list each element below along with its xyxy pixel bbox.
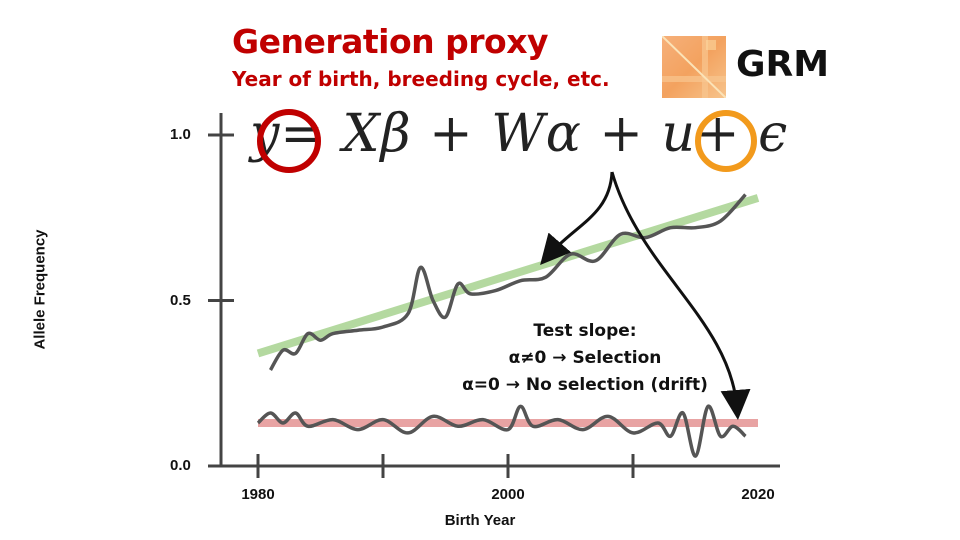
y-axis-label: Allele Frequency	[31, 229, 49, 350]
grm-matrix-icon	[662, 36, 726, 98]
highlight-circle-y	[257, 109, 321, 173]
arrow-to-drift-line	[610, 171, 751, 420]
x-axis-label: Birth Year	[444, 512, 516, 529]
y-tick-label: 0.5	[170, 291, 191, 309]
page-subtitle: Year of birth, breeding cycle, etc.	[232, 67, 610, 91]
arrow-to-selection-line	[540, 171, 614, 266]
eq-error-term: ϵ	[758, 104, 789, 164]
x-tick-label: 2000	[491, 486, 525, 503]
eq-generation-term-w: W	[491, 104, 546, 164]
annotation-line-3: α=0 → No selection (drift)	[462, 375, 708, 395]
eq-plus-1: +	[429, 104, 474, 164]
eq-random-term-u: u	[661, 104, 696, 164]
eq-plus-2: +	[599, 104, 644, 164]
selection-trajectory	[268, 193, 747, 371]
page-title: Generation proxy	[232, 22, 549, 61]
annotation-line-1: Test slope:	[533, 321, 637, 341]
slope-test-annotation: Test slope: α≠0 → Selection α=0 → No sel…	[430, 318, 740, 399]
x-tick-label: 1980	[241, 486, 275, 503]
y-tick-label: 0.0	[170, 457, 191, 474]
selection-fit-line	[256, 194, 760, 358]
grm-label: GRM	[736, 44, 830, 85]
annotation-line-2: α≠0 → Selection	[508, 348, 662, 368]
eq-generation-term-alpha: α	[545, 104, 582, 164]
eq-fixed-term: Xβ	[342, 104, 412, 164]
drift-trajectory	[256, 404, 747, 458]
y-tick-label: 1.0	[170, 126, 191, 143]
highlight-circle-u	[695, 110, 757, 172]
x-tick-label: 2020	[741, 486, 775, 503]
